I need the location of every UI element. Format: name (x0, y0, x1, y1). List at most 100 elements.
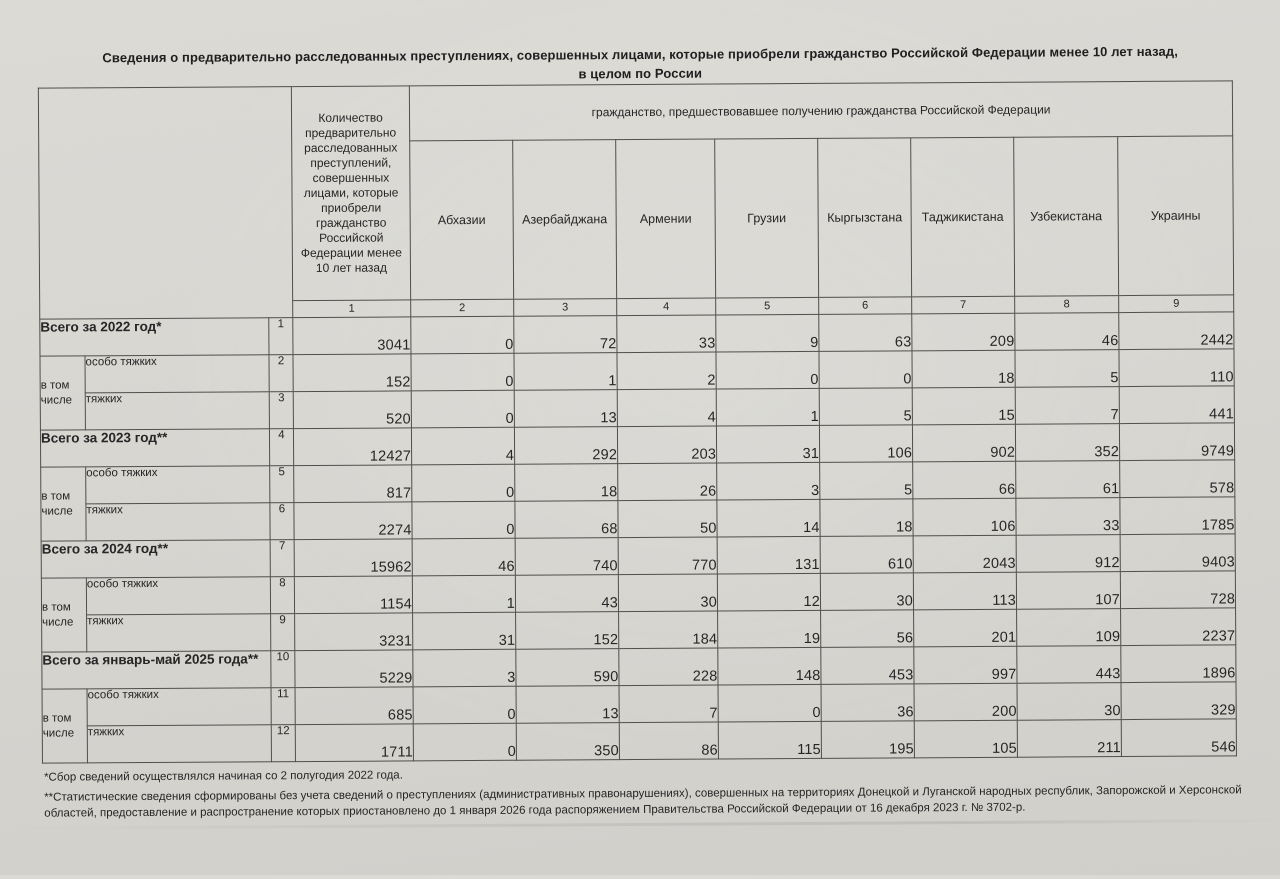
data-cell: 1711 (295, 723, 414, 762)
data-cell: 19 (717, 610, 821, 649)
row-number: 2 (268, 354, 294, 392)
data-cell: 68 (514, 500, 619, 539)
data-cell: 209 (911, 313, 1015, 351)
data-cell: 3231 (294, 612, 413, 651)
row-number: 9 (270, 613, 295, 651)
data-cell: 26 (617, 463, 717, 501)
data-cell: 1154 (294, 575, 413, 614)
data-cell: 152 (293, 353, 412, 392)
table-row: тяжких 12 1711 0 350 86 115 195 105 211 546 (42, 718, 1237, 763)
data-cell: 15 (912, 387, 1016, 425)
data-cell: 0 (411, 390, 515, 428)
country-header-abkhazia: Абхазии (409, 140, 514, 300)
data-cell: 115 (718, 721, 822, 760)
data-cell: 110 (1118, 348, 1235, 387)
data-cell: 0 (413, 723, 517, 761)
row-label-sub: тяжких (85, 391, 270, 430)
data-cell: 3 (716, 462, 820, 501)
data-cell: 12 (717, 573, 821, 612)
data-cell: 31 (412, 612, 516, 650)
data-cell: 18 (911, 350, 1016, 388)
data-cell: 329 (1121, 681, 1237, 720)
data-cell: 211 (1017, 719, 1122, 758)
data-cell: 0 (818, 350, 913, 389)
data-cell: 201 (913, 609, 1017, 647)
data-cell: 30 (820, 572, 914, 611)
data-cell: 740 (515, 537, 619, 576)
column-number: 7 (911, 296, 1015, 314)
row-number: 1 (268, 317, 294, 355)
data-cell: 31 (716, 425, 820, 464)
data-cell: 131 (717, 536, 821, 575)
data-cell: 350 (516, 722, 620, 761)
table-body: Всего за 2022 год* 1 3041 0 72 33 9 63 209 46 2442… (39, 311, 1237, 764)
data-cell: 2442 (1118, 311, 1235, 350)
data-cell: 520 (293, 390, 412, 429)
row-label-total: Всего за 2023 год** (40, 428, 270, 468)
data-cell: 109 (1016, 608, 1121, 647)
data-cell: 546 (1121, 718, 1237, 757)
country-header-armenia: Армении (615, 139, 716, 299)
column-number: 2 (410, 299, 514, 317)
data-cell: 2237 (1120, 607, 1236, 646)
data-cell: 200 (914, 683, 1018, 721)
footnote-1: *Сбор сведений осуществлялся начиная со … (44, 769, 403, 784)
data-cell: 152 (515, 611, 619, 650)
data-cell: 43 (515, 574, 619, 613)
data-cell: 453 (820, 646, 915, 685)
data-cell: 72 (513, 315, 617, 354)
data-cell: 7 (1015, 386, 1120, 425)
data-cell: 13 (514, 389, 618, 428)
data-cell: 106 (912, 498, 1017, 536)
data-cell: 1785 (1119, 496, 1236, 535)
row-number: 11 (271, 687, 296, 725)
column-number: 6 (818, 296, 912, 315)
data-cell: 728 (1120, 570, 1236, 609)
row-number: 8 (270, 576, 295, 614)
data-cell: 912 (1016, 534, 1121, 573)
data-cell: 15962 (294, 538, 413, 577)
row-label-sub: особо тяжких (86, 576, 271, 615)
header-row-top: Количество предварительно расследованных… (38, 80, 1233, 320)
data-cell: 106 (819, 424, 913, 463)
data-cell: 590 (515, 648, 620, 687)
row-group-label: в том числе (39, 355, 86, 431)
data-cell: 352 (1015, 423, 1120, 462)
data-cell: 3 (412, 649, 517, 687)
row-number: 12 (271, 724, 296, 762)
corner-cell (38, 86, 293, 320)
data-cell: 18 (819, 498, 914, 537)
column-number: 5 (715, 297, 819, 316)
row-label-total: Всего за январь-май 2025 года** (41, 650, 272, 690)
row-group-label: в том числе (42, 688, 88, 764)
data-cell: 0 (715, 351, 820, 390)
data-cell: 9 (715, 314, 819, 353)
data-cell: 441 (1119, 385, 1235, 424)
data-cell: 46 (1014, 312, 1119, 351)
data-cell: 0 (410, 316, 514, 354)
data-cell: 0 (413, 686, 517, 724)
data-cell: 184 (618, 611, 718, 649)
data-cell: 443 (1016, 645, 1122, 684)
data-cell: 817 (293, 464, 412, 503)
country-header-kyrgyzstan: Кыргызстана (817, 137, 912, 298)
data-cell: 107 (1016, 571, 1121, 610)
data-cell: 33 (1015, 497, 1121, 536)
data-cell: 36 (821, 683, 915, 722)
data-cell: 5 (1014, 349, 1120, 388)
data-cell: 148 (717, 647, 822, 686)
data-cell: 33 (616, 315, 716, 353)
data-cell: 13 (516, 685, 620, 724)
data-cell: 0 (718, 684, 822, 723)
row-number: 7 (270, 539, 295, 577)
data-cell: 56 (820, 609, 914, 648)
data-cell: 4 (411, 427, 515, 465)
data-cell: 1 (412, 575, 516, 613)
data-cell: 2274 (293, 501, 413, 540)
data-cell: 113 (913, 572, 1017, 610)
data-cell: 1896 (1120, 644, 1237, 683)
footnote-2: **Статистические сведения сформированы б… (44, 784, 1242, 820)
data-cell: 203 (617, 426, 717, 464)
data-cell: 0 (411, 501, 516, 539)
data-cell: 18 (514, 463, 618, 502)
